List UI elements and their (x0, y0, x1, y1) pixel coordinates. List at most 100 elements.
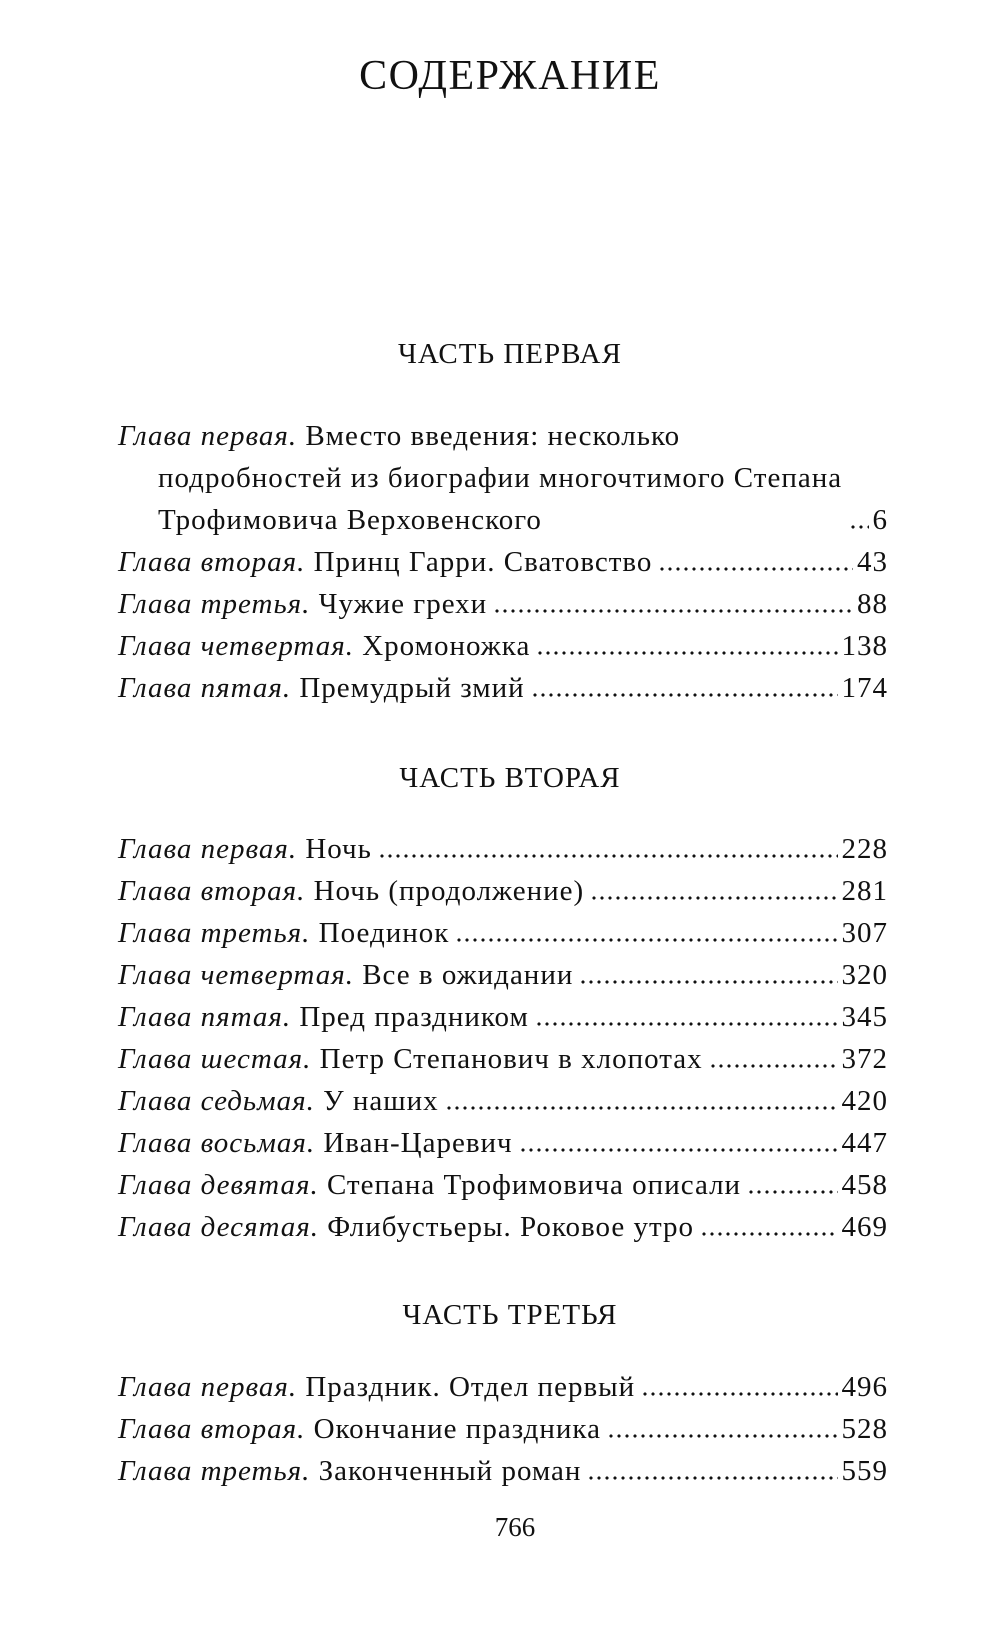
chapter-page: 228 (841, 833, 888, 865)
chapter-title: Хромоножка (362, 630, 531, 662)
chapter-title: Флибустьеры. Роковое утро (327, 1211, 695, 1243)
dot-leader (444, 1105, 838, 1111)
chapter-title: Принц Гарри. Сватовство (313, 546, 653, 578)
toc-entry: Глава пятая. Пред праздником 345 (118, 996, 888, 1038)
dot-leader (587, 1475, 838, 1481)
toc-entry: Глава вторая. Окончание праздника 528 (118, 1408, 888, 1450)
chapter-text: Глава пятая. Пред праздником (118, 996, 529, 1038)
chapter-title: Все в ожидании (362, 959, 574, 991)
toc-entry: Глава шестая. Петр Степанович в хлопотах… (118, 1038, 888, 1080)
toc-entry: Глава вторая. Ночь (продолжение) 281 (118, 870, 888, 912)
dot-leader (534, 1021, 838, 1027)
chapter-page: 559 (841, 1455, 888, 1487)
chapter-page: 447 (841, 1127, 888, 1159)
dot-leader (536, 650, 838, 656)
chapter-label: Глава первая. (118, 420, 298, 452)
chapter-title: Премудрый змий (299, 672, 525, 704)
dot-leader (700, 1231, 838, 1237)
chapter-list: Глава первая. Ночь 228 Глава вторая. Ночь … (118, 828, 888, 1248)
chapter-text: Глава десятая. Флибустьеры. Роковое утро (118, 1206, 694, 1248)
dot-leader (579, 979, 838, 985)
chapter-title: Степана Трофимовича описали (326, 1169, 742, 1201)
chapter-text: Глава пятая. Премудрый змий (118, 667, 525, 709)
page-number: 766 (494, 1512, 536, 1542)
chapter-label: Глава пятая. (118, 1001, 292, 1033)
dot-leader (377, 853, 838, 859)
dot-leader (590, 895, 838, 901)
chapter-title: Праздник. Отдел первый (305, 1371, 636, 1403)
toc-entry: Глава третья. Законченный роман 559 (118, 1450, 888, 1492)
dot-leader (606, 1433, 838, 1439)
dot-leader (493, 608, 853, 614)
chapter-list: Глава первая. Вместо введения: несколько… (118, 415, 888, 709)
chapter-text: Глава шестая. Петр Степанович в хлопотах (118, 1038, 703, 1080)
toc-entry: Глава третья. Чужие грехи 88 (118, 583, 888, 625)
chapter-label: Глава восьмая. (118, 1127, 316, 1159)
chapter-page: 420 (841, 1085, 888, 1117)
toc-entry: Глава вторая. Принц Гарри. Сватовство 43 (118, 541, 888, 583)
toc-entry: Глава седьмая. У наших 420 (118, 1080, 888, 1122)
chapter-page: 320 (841, 959, 888, 991)
chapter-text: Глава девятая. Степана Трофимовича описа… (118, 1164, 741, 1206)
chapter-label: Глава десятая. (118, 1211, 319, 1243)
dot-leader (530, 692, 838, 698)
chapter-label: Глава седьмая. (118, 1085, 315, 1117)
chapter-page: 43 (857, 546, 888, 578)
chapter-label: Глава третья. (118, 588, 311, 620)
toc-entry: Глава первая. Праздник. Отдел первый 496 (118, 1366, 888, 1408)
chapter-label: Глава третья. (118, 1455, 311, 1487)
chapter-page: 88 (857, 588, 888, 620)
chapter-text: Глава первая. Праздник. Отдел первый (118, 1366, 635, 1408)
chapter-label: Глава первая. (118, 833, 298, 865)
part-heading: ЧАСТЬ ВТОРАЯ (399, 762, 621, 794)
chapter-title: Вместо введения: несколько подробностей … (158, 420, 843, 536)
page-title: СОДЕРЖАНИЕ (359, 53, 661, 99)
chapter-page: 469 (841, 1211, 888, 1243)
chapter-label: Глава шестая. (118, 1043, 312, 1075)
toc-entry: Глава первая. Вместо введения: несколько… (118, 415, 888, 541)
part-heading: ЧАСТЬ ПЕРВАЯ (398, 338, 622, 370)
chapter-text: Глава седьмая. У наших (118, 1080, 439, 1122)
dot-leader (848, 524, 869, 530)
chapter-label: Глава вторая. (118, 1413, 306, 1445)
chapter-label: Глава четвертая. (118, 959, 354, 991)
chapter-text: Глава первая. Ночь (118, 828, 372, 870)
chapter-label: Глава вторая. (118, 875, 306, 907)
chapter-list: Глава первая. Праздник. Отдел первый 496 Г… (118, 1366, 888, 1492)
toc-entry: Глава девятая. Степана Трофимовича описа… (118, 1164, 888, 1206)
chapter-title: Петр Степанович в хлопотах (319, 1043, 703, 1075)
toc-entry: Глава четвертая. Хромоножка 138 (118, 625, 888, 667)
chapter-title: Окончание праздника (313, 1413, 601, 1445)
chapter-page: 496 (841, 1371, 888, 1403)
chapter-page: 138 (841, 630, 888, 662)
toc-entry: Глава десятая. Флибустьеры. Роковое утро… (118, 1206, 888, 1248)
dot-leader (658, 566, 853, 572)
chapter-title: У наших (323, 1085, 439, 1117)
chapter-title: Ночь (продолжение) (313, 875, 585, 907)
chapter-title: Чужие грехи (318, 588, 488, 620)
chapter-text: Глава вторая. Ночь (продолжение) (118, 870, 584, 912)
chapter-label: Глава пятая. (118, 672, 292, 704)
chapter-title: Пред праздником (299, 1001, 529, 1033)
chapter-label: Глава четвертая. (118, 630, 354, 662)
chapter-text: Глава первая. Вместо введения: несколько… (118, 415, 843, 541)
chapter-page: 528 (841, 1413, 888, 1445)
chapter-page: 6 (872, 504, 888, 536)
chapter-title: Иван-Царевич (323, 1127, 513, 1159)
chapter-text: Глава третья. Законченный роман (118, 1450, 581, 1492)
toc-entry: Глава пятая. Премудрый змий 174 (118, 667, 888, 709)
chapter-label: Глава третья. (118, 917, 311, 949)
chapter-page: 372 (841, 1043, 888, 1075)
chapter-page: 307 (841, 917, 888, 949)
dot-leader (708, 1063, 838, 1069)
chapter-text: Глава четвертая. Хромоножка (118, 625, 530, 667)
toc-entry: Глава третья. Поединок 307 (118, 912, 888, 954)
dot-leader (641, 1391, 838, 1397)
chapter-text: Глава вторая. Окончание праздника (118, 1408, 601, 1450)
chapter-title: Законченный роман (318, 1455, 582, 1487)
chapter-title: Ночь (305, 833, 372, 865)
chapter-text: Глава третья. Поединок (118, 912, 449, 954)
toc-entry: Глава восьмая. Иван-Царевич 447 (118, 1122, 888, 1164)
chapter-page: 458 (841, 1169, 888, 1201)
chapter-label: Глава вторая. (118, 546, 306, 578)
